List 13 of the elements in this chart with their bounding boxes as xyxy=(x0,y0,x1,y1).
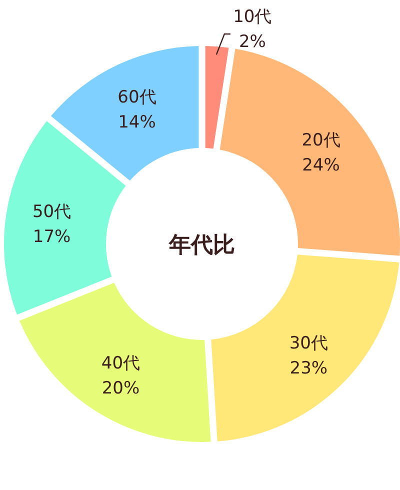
text: 年代比 xyxy=(168,233,235,258)
data-label: 23% xyxy=(290,358,328,378)
slice-label: 10代 xyxy=(233,7,272,27)
data-label: 2% xyxy=(238,32,266,52)
data-label: 17% xyxy=(32,226,71,247)
slice-label: 50代 xyxy=(32,202,72,222)
slice-label: 20代 xyxy=(302,130,340,150)
slice-label: 60代 xyxy=(118,88,156,108)
slice-label: 30代 xyxy=(289,333,328,354)
data-label: 14% xyxy=(118,112,156,133)
data-label: 24% xyxy=(302,155,340,176)
data-label: 20% xyxy=(102,378,140,398)
slice-label: 40代 xyxy=(101,353,140,374)
